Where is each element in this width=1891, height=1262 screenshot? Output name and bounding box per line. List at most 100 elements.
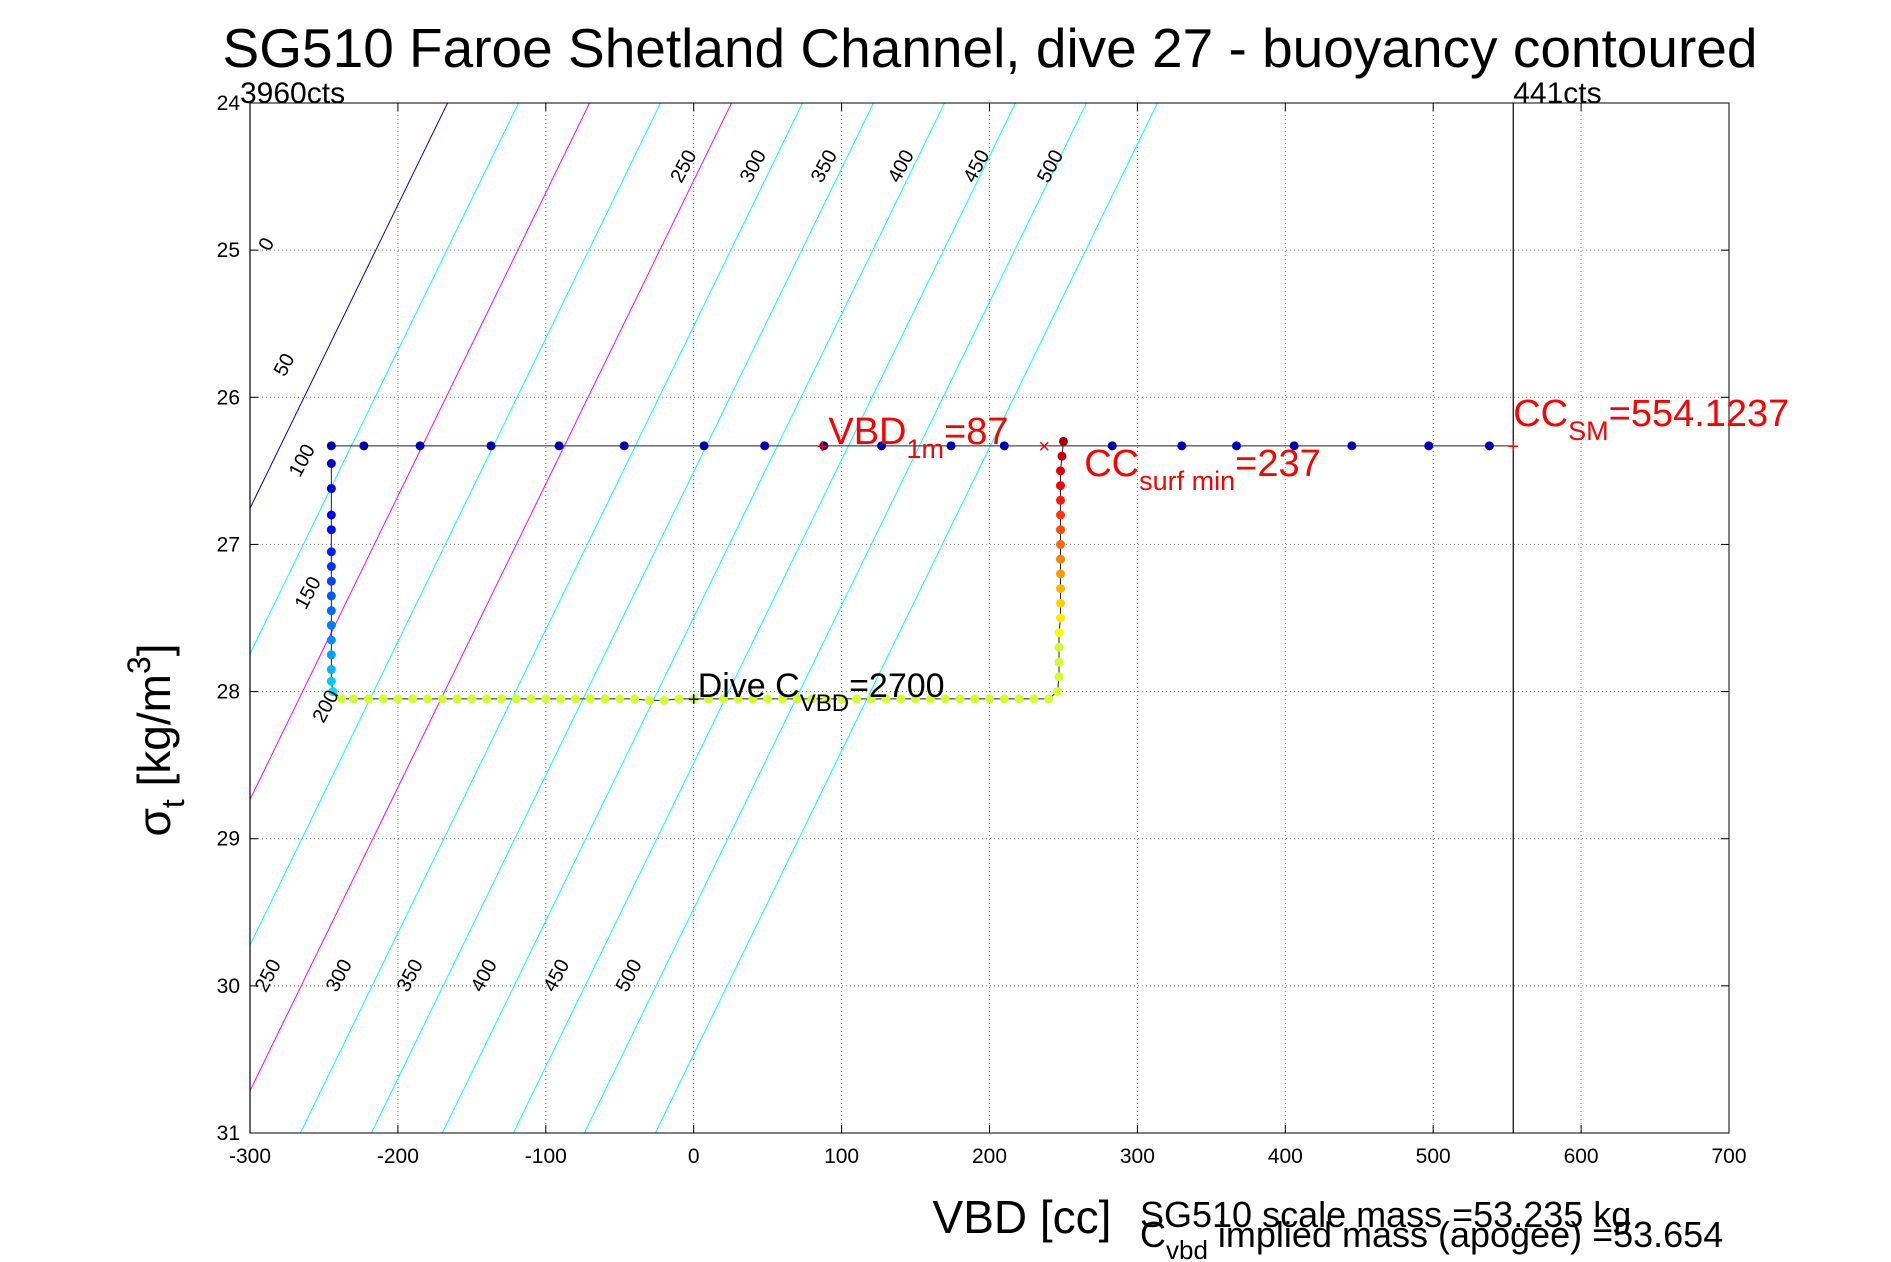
data-point: [822, 694, 832, 704]
data-point: [748, 694, 758, 704]
data-point: [792, 694, 802, 704]
data-point: [467, 694, 477, 704]
x-tick-label: 300: [1120, 1145, 1155, 1168]
footer-implied-mass-base: C: [1140, 1214, 1166, 1255]
data-point: [760, 441, 770, 451]
data-point: [1055, 495, 1065, 505]
contour-label: 100: [285, 441, 320, 481]
contour-label: 0: [255, 234, 280, 254]
data-point: [1057, 451, 1067, 461]
data-point: [554, 441, 564, 451]
reference-line-label: 3960cts: [240, 77, 345, 110]
data-point: [615, 694, 625, 704]
contour-line-150: [250, 103, 661, 947]
x-tick-label: 0: [688, 1145, 700, 1168]
contour-line-350: [441, 103, 945, 1133]
data-point: [359, 441, 369, 451]
data-point: [1055, 554, 1065, 564]
annotation-text: CCsurf min=237: [1084, 443, 1321, 496]
data-point: [896, 694, 906, 704]
contour-label: 450: [959, 146, 994, 186]
data-point: [1055, 584, 1065, 594]
data-point: [619, 441, 629, 451]
data-point: [326, 665, 336, 674]
data-point: [1177, 441, 1187, 451]
y-axis-label-close: ]: [128, 643, 180, 656]
contour-label: 150: [291, 573, 326, 613]
data-point: [1054, 628, 1064, 638]
data-point: [328, 687, 338, 697]
y-axis-label-sub: t: [155, 799, 191, 808]
data-point: [940, 694, 950, 704]
data-point: [1107, 441, 1117, 451]
data-point: [326, 576, 336, 586]
data-point: [541, 694, 551, 704]
grid: [250, 103, 1729, 1133]
data-point: [985, 694, 994, 704]
data-point: [699, 441, 709, 451]
data-point: [1055, 598, 1065, 608]
data-point: [1055, 481, 1065, 491]
data-point: [326, 484, 336, 494]
data-point: [1484, 441, 1494, 451]
x-tick-label: 500: [1416, 1145, 1451, 1168]
data-point: [1053, 687, 1063, 697]
data-point: [393, 694, 403, 704]
data-point: [837, 694, 847, 704]
x-tick-label: -300: [229, 1145, 271, 1168]
annotation-marker: +: [688, 689, 700, 711]
data-point: [422, 694, 432, 704]
annotation-marker: ×: [1038, 436, 1050, 458]
data-point: [911, 694, 921, 704]
annotation-rest: =554.1237: [1609, 393, 1790, 435]
footer-implied-mass: Cvbd implied mass (apogee) =53.654: [1140, 1214, 1723, 1262]
contour-line-0: [250, 103, 449, 510]
data-point: [437, 694, 447, 704]
data-point: [378, 694, 388, 704]
annotation-text: CCSM=554.1237: [1513, 393, 1789, 446]
contour-label: 300: [322, 956, 357, 996]
y-axis-label-units: [kg/m: [128, 674, 180, 799]
buoyancy-contours: [250, 103, 1158, 1133]
data-point: [718, 694, 728, 704]
axis-ticks: -300 -200 -100 0 100 200 300 400 500 600 700242526…: [217, 92, 1747, 1168]
y-tick-label: 29: [217, 828, 240, 851]
annotation-sub: 1m: [907, 434, 945, 464]
data-point: [819, 441, 829, 451]
data-point: [763, 694, 773, 704]
x-tick-label: 700: [1711, 1145, 1746, 1168]
contour-label: 400: [884, 146, 919, 186]
data-point: [326, 620, 336, 630]
data-point: [807, 694, 817, 704]
annotation-marker: +: [1507, 436, 1519, 458]
data-point: [1055, 466, 1065, 476]
data-point: [482, 694, 492, 704]
contour-line-100: [250, 103, 590, 801]
contour-line-250: [299, 103, 803, 1133]
y-tick-label: 31: [217, 1122, 240, 1145]
x-tick-label: 400: [1268, 1145, 1303, 1168]
annotation-sub: SM: [1568, 416, 1609, 446]
data-point: [556, 694, 566, 704]
data-point: [851, 694, 861, 704]
data-point: [496, 694, 506, 704]
data-point: [326, 606, 336, 616]
data-point: [585, 694, 595, 704]
y-tick-label: 24: [217, 92, 241, 115]
data-point: [570, 694, 580, 704]
contour-label: 350: [807, 146, 842, 186]
footer-scale-mass: SG510 scale mass =53.235 kg: [1140, 1194, 1631, 1235]
data-point: [1055, 510, 1065, 520]
contour-label: 250: [666, 146, 701, 186]
annotation-sub: VBD: [800, 690, 849, 717]
data-point: [689, 694, 699, 704]
data-point: [1044, 694, 1054, 704]
y-tick-label: 30: [217, 975, 240, 998]
data-point: [999, 441, 1009, 451]
contour-line-50: [250, 103, 520, 656]
data-point: [1029, 694, 1039, 704]
data-point: [970, 694, 980, 704]
contour-label: 50: [270, 350, 300, 380]
data-point: [326, 650, 336, 660]
contour-labels: 0 50 100 150 200 250 300 350 400 450 500 250 300 350 4…: [251, 146, 1068, 995]
